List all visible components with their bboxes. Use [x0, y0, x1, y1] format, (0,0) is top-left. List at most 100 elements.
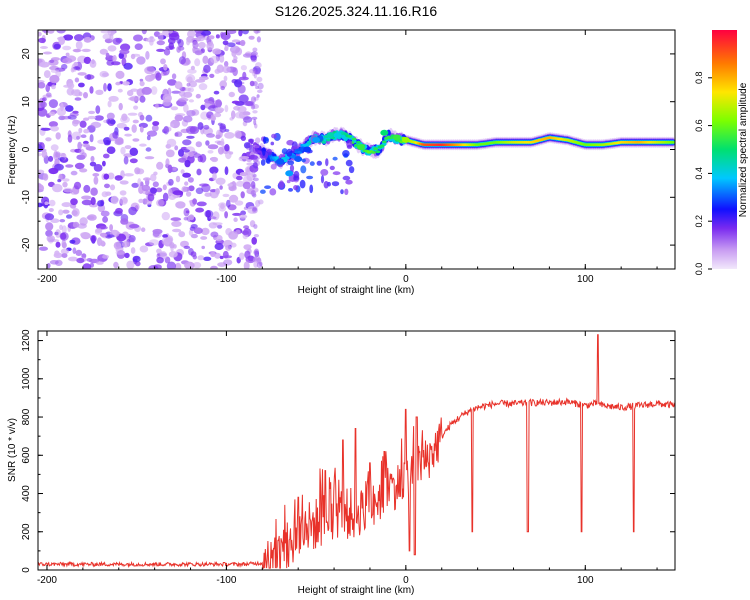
ridge-mark — [401, 136, 410, 143]
noise-blob — [65, 105, 74, 112]
noise-blob — [50, 125, 59, 132]
noise-blob — [93, 164, 103, 172]
noise-blob — [234, 130, 242, 139]
snr-x-axis: -200 -100 0 100 — [37, 331, 658, 586]
noise-blob — [67, 82, 75, 89]
noise-blob — [124, 145, 132, 150]
ridge-mark — [289, 164, 295, 172]
noise-blob — [127, 112, 138, 116]
noise-blob — [114, 175, 123, 181]
ridge-mark — [670, 141, 675, 144]
noise-blob — [89, 262, 94, 268]
noise-blob — [115, 70, 125, 79]
ridge-mark — [380, 129, 389, 136]
ridge-mark — [333, 132, 342, 139]
noise-blob — [40, 101, 47, 108]
noise-blob — [243, 116, 253, 123]
ridge-mark — [287, 160, 295, 166]
noise-blob — [62, 178, 70, 182]
noise-blob — [168, 30, 173, 34]
noise-blob — [87, 115, 96, 120]
y-tick-label: -10 — [21, 190, 32, 205]
noise-blob — [253, 30, 259, 34]
noise-blob — [78, 91, 83, 97]
noise-blob — [131, 182, 139, 188]
noise-blob — [95, 228, 103, 234]
noise-blob — [212, 222, 223, 226]
noise-blob — [112, 131, 119, 139]
noise-blob — [60, 102, 64, 112]
noise-blob — [128, 235, 136, 243]
noise-blob — [59, 224, 63, 230]
noise-blob — [152, 181, 159, 188]
noise-blob — [251, 116, 258, 120]
noise-blob — [139, 114, 145, 121]
noise-blob — [169, 123, 175, 128]
noise-blob — [161, 211, 170, 221]
noise-blob — [75, 249, 83, 256]
noise-blob — [168, 251, 178, 258]
ridge-mark — [300, 165, 307, 174]
noise-blob — [138, 198, 144, 203]
spectrogram-x-axis: -200 -100 0 100 — [37, 30, 658, 285]
noise-blob — [98, 254, 103, 259]
ridge-mark — [320, 169, 329, 176]
noise-blob — [194, 58, 201, 67]
colorbar-tick-label: 0.2 — [694, 215, 704, 228]
y-tick-label: 0 — [21, 146, 32, 152]
noise-blob — [120, 146, 126, 155]
ridge-mark — [348, 166, 355, 174]
noise-blob — [144, 74, 154, 82]
noise-blob — [93, 176, 99, 185]
noise-blob — [100, 30, 112, 34]
noise-blob — [229, 194, 239, 203]
noise-blob — [48, 208, 54, 212]
noise-blob — [141, 184, 151, 192]
snr-xlabel: Height of straight line (km) — [298, 585, 415, 596]
noise-blob — [144, 156, 155, 160]
noise-blob — [131, 53, 141, 57]
noise-blob — [79, 120, 87, 128]
noise-blob — [199, 183, 209, 187]
noise-blob — [156, 199, 165, 207]
noise-blob — [146, 130, 158, 137]
ridge-mark — [323, 181, 329, 189]
noise-blob — [215, 134, 221, 140]
ridge-mark — [257, 150, 262, 154]
noise-blob — [67, 134, 73, 143]
noise-blob — [240, 135, 246, 141]
noise-blob — [215, 107, 225, 113]
noise-blob — [184, 181, 189, 186]
noise-blob — [61, 202, 72, 208]
noise-blob — [183, 103, 189, 113]
noise-blob — [146, 66, 155, 72]
noise-blob — [48, 167, 59, 175]
noise-blob — [186, 76, 193, 83]
noise-blob — [175, 175, 181, 183]
noise-blob — [117, 88, 123, 93]
noise-blob — [73, 49, 81, 53]
noise-blob — [185, 191, 192, 197]
noise-blob — [197, 255, 205, 261]
noise-blob — [222, 40, 229, 46]
noise-blob — [238, 214, 248, 219]
noise-blob — [115, 137, 124, 145]
noise-blob — [176, 38, 182, 44]
noise-blob — [45, 137, 52, 142]
noise-blob — [188, 99, 194, 103]
noise-blob — [42, 97, 47, 102]
noise-blob — [43, 30, 49, 34]
ridge-mark — [262, 148, 266, 156]
noise-blob — [99, 48, 108, 55]
noise-blob — [163, 64, 168, 71]
noise-blob — [196, 168, 202, 176]
ridge-mark — [371, 151, 376, 154]
noise-blob — [81, 48, 91, 53]
noise-blob — [139, 126, 144, 133]
noise-blob — [151, 124, 159, 132]
noise-blob — [170, 106, 179, 111]
colorbar-label: Normalized spectral amplitude — [738, 82, 749, 217]
noise-blob — [231, 110, 236, 119]
noise-blob — [200, 30, 212, 36]
noise-blob — [38, 144, 43, 153]
